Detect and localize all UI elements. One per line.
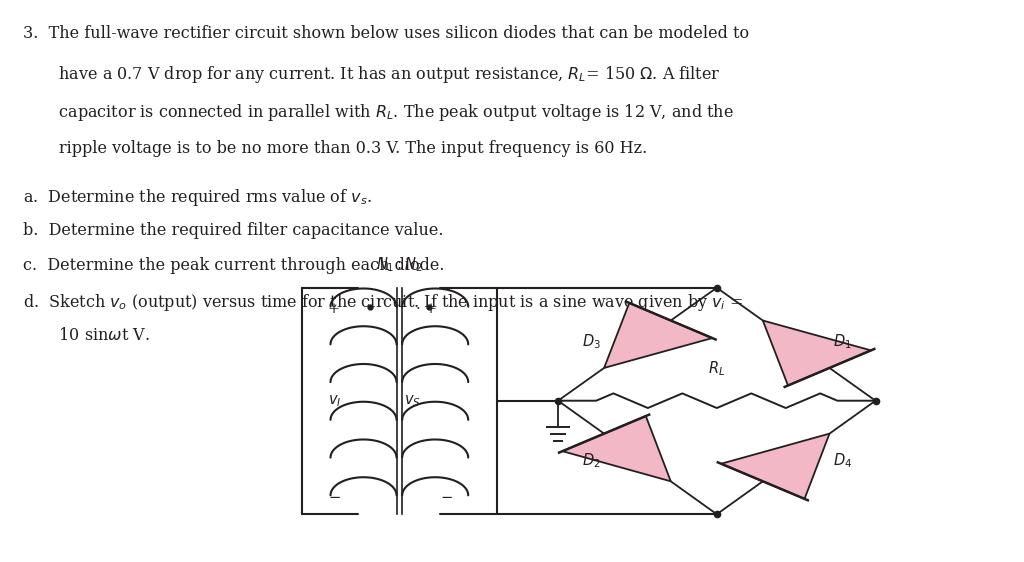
Text: 10 sin$\omega$t V.: 10 sin$\omega$t V. bbox=[23, 327, 150, 344]
Text: c.  Determine the peak current through each diode.: c. Determine the peak current through ea… bbox=[23, 257, 444, 274]
Text: $v_S$: $v_S$ bbox=[404, 393, 421, 409]
Text: +: + bbox=[328, 302, 340, 316]
Polygon shape bbox=[763, 320, 871, 386]
Text: $D_2$: $D_2$ bbox=[582, 451, 601, 470]
Text: 3.  The full-wave rectifier circuit shown below uses silicon diodes that can be : 3. The full-wave rectifier circuit shown… bbox=[23, 25, 749, 42]
Text: b.  Determine the required filter capacitance value.: b. Determine the required filter capacit… bbox=[23, 222, 443, 239]
Text: ripple voltage is to be no more than 0.3 V. The input frequency is 60 Hz.: ripple voltage is to be no more than 0.3… bbox=[23, 140, 647, 157]
Text: $v_I$: $v_I$ bbox=[328, 393, 341, 409]
Text: $D_3$: $D_3$ bbox=[582, 332, 601, 351]
Text: have a 0.7 V drop for any current. It has an output resistance, $R_L$= 150 $\Ome: have a 0.7 V drop for any current. It ha… bbox=[23, 64, 720, 84]
Polygon shape bbox=[604, 303, 713, 368]
Polygon shape bbox=[721, 434, 829, 499]
Text: $R_L$: $R_L$ bbox=[709, 360, 725, 378]
Text: d.  Sketch $v_o$ (output) versus time for the circuit. If the input is a sine wa: d. Sketch $v_o$ (output) versus time for… bbox=[23, 292, 742, 313]
Text: $-$: $-$ bbox=[328, 489, 340, 503]
Text: $D_1$: $D_1$ bbox=[833, 332, 852, 351]
Polygon shape bbox=[562, 416, 671, 481]
Text: capacitor is connected in parallel with $R_L$. The peak output voltage is 12 V, : capacitor is connected in parallel with … bbox=[23, 102, 733, 123]
Text: a.  Determine the required rms value of $v_s$.: a. Determine the required rms value of $… bbox=[23, 187, 372, 207]
Text: $-$: $-$ bbox=[440, 489, 453, 503]
Text: $N_1 : N_2$: $N_1 : N_2$ bbox=[376, 255, 423, 274]
Text: $D_4$: $D_4$ bbox=[833, 451, 852, 470]
Text: $\cdot$ +: $\cdot$ + bbox=[415, 302, 436, 316]
